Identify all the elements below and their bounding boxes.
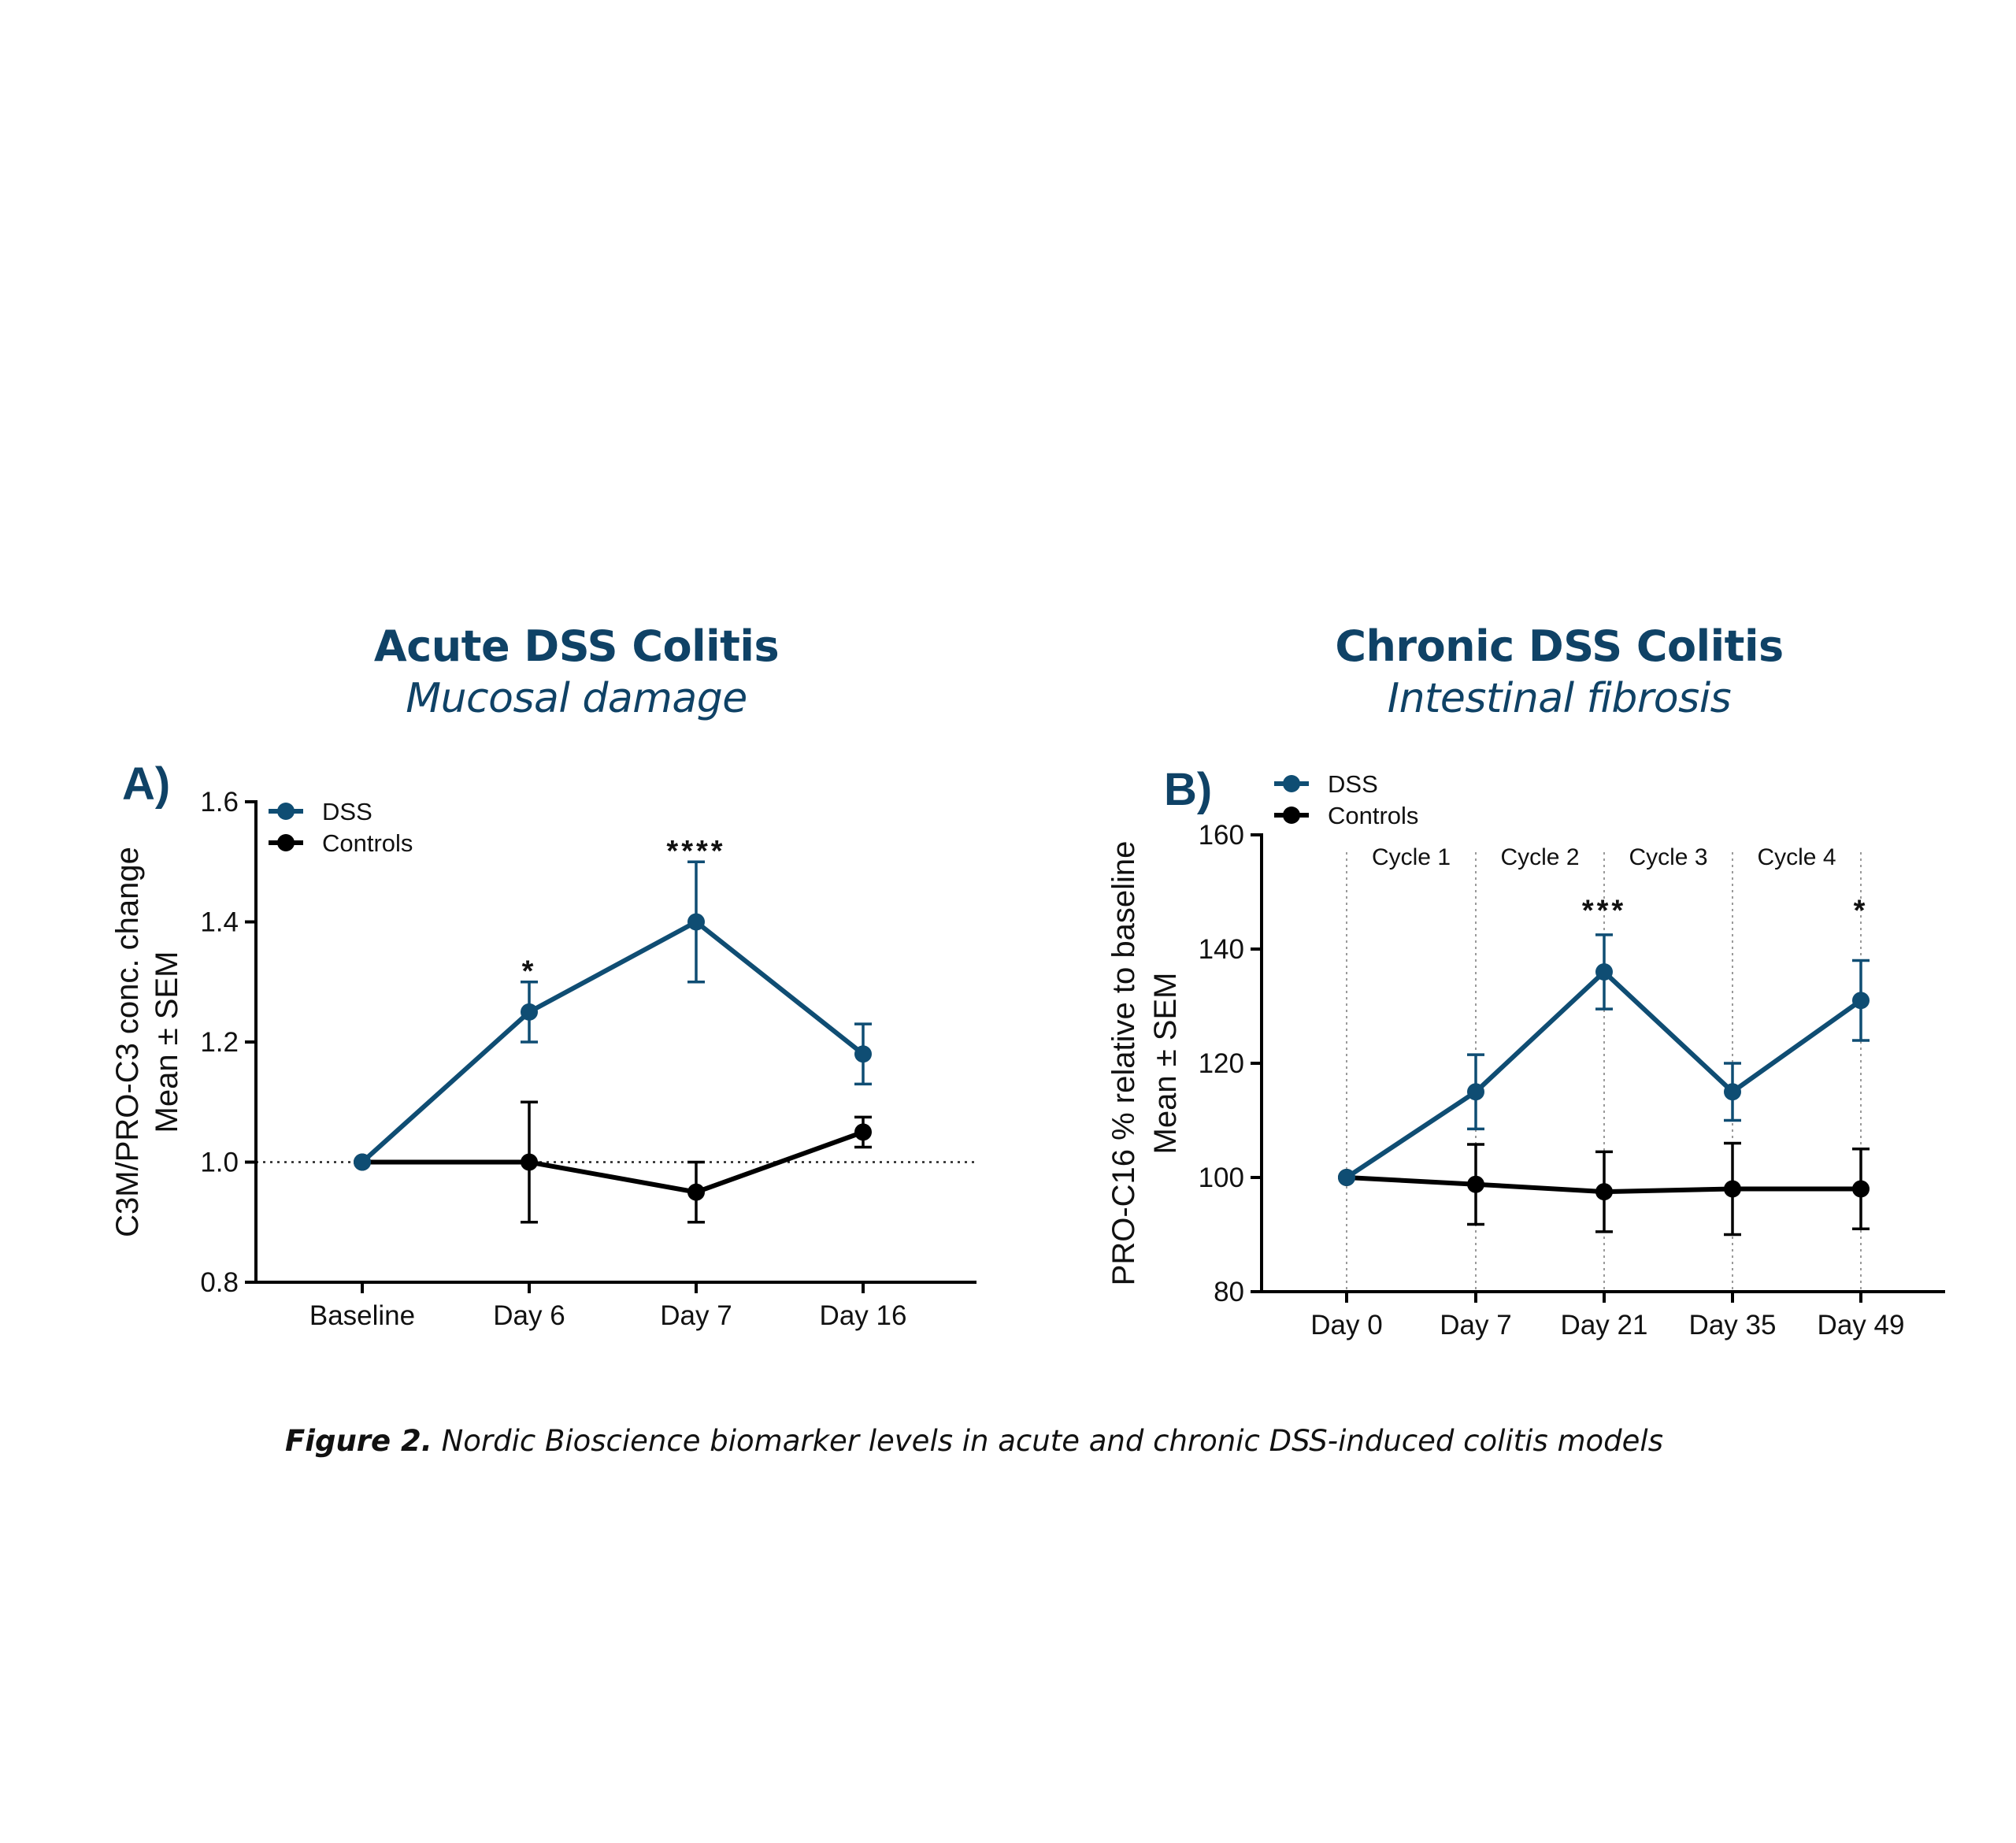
significance-marker: **** — [666, 835, 725, 868]
data-point-dss — [854, 1045, 872, 1063]
legend-label: DSS — [322, 798, 372, 825]
y-tick-label: 1.0 — [200, 1148, 239, 1178]
x-tick-label: Day 0 — [1310, 1310, 1382, 1341]
legend-label: DSS — [1328, 770, 1378, 798]
y-tick-label: 140 — [1199, 934, 1244, 965]
data-point-dss — [1338, 1169, 1355, 1186]
x-tick-label: Baseline — [309, 1300, 415, 1331]
x-tick-label: Day 49 — [1818, 1310, 1905, 1341]
data-point-controls — [687, 1183, 705, 1201]
panel-b-heading: Chronic DSS Colitis Intestinal fibrosis — [1166, 621, 1953, 725]
x-tick-label: Day 7 — [660, 1300, 732, 1331]
x-tick-label: Day 16 — [820, 1300, 907, 1331]
data-point-controls — [1595, 1183, 1613, 1201]
x-tick-label: Day 21 — [1561, 1310, 1648, 1341]
data-point-dss — [1595, 963, 1613, 981]
legend-swatch-marker — [277, 834, 295, 851]
legend-label: Controls — [1328, 802, 1418, 829]
y-tick-label: 1.6 — [200, 787, 239, 818]
figure-caption: Figure 2. Nordic Bioscience biomarker le… — [285, 1424, 1663, 1458]
panel-label: B) — [1164, 764, 1212, 815]
y-axis-label: Mean ± SEM — [150, 951, 184, 1133]
legend-swatch-marker — [1283, 775, 1300, 792]
data-point-controls — [1724, 1180, 1741, 1198]
y-tick-label: 120 — [1199, 1048, 1244, 1079]
x-tick-label: Day 7 — [1440, 1310, 1511, 1341]
data-point-controls — [521, 1153, 538, 1171]
data-point-dss — [687, 913, 705, 931]
panel-a-title: Acute DSS Colitis — [373, 621, 780, 671]
significance-marker: * — [1854, 894, 1869, 927]
cycle-label: Cycle 2 — [1500, 844, 1579, 870]
y-axis-label: C3M/PRO-C3 conc. change — [110, 847, 145, 1237]
caption-lead: Figure 2. — [285, 1424, 432, 1458]
panel-b-subtitle: Intestinal fibrosis — [1387, 675, 1732, 722]
y-axis-label: Mean ± SEM — [1148, 973, 1183, 1155]
panel-label: A) — [122, 758, 170, 810]
y-axis-label: PRO-C16 % relative to baseline — [1106, 841, 1141, 1286]
cycle-label: Cycle 1 — [1372, 844, 1451, 870]
y-tick-label: 160 — [1199, 820, 1244, 851]
data-point-dss — [1852, 992, 1870, 1010]
panel-a-heading: Acute DSS Colitis Mucosal damage — [183, 621, 970, 725]
data-point-controls — [1852, 1180, 1870, 1198]
data-point-dss — [354, 1153, 371, 1171]
data-point-dss — [1467, 1083, 1484, 1101]
data-point-dss — [521, 1003, 538, 1021]
panel-a-subtitle: Mucosal damage — [406, 675, 747, 722]
chart-b: B) Cycle 1 Cycle 2 Cycle 3 Cycle 4 80 100 120 14… — [1106, 764, 1945, 1341]
data-point-dss — [1724, 1083, 1741, 1101]
legend-swatch-marker — [277, 803, 295, 820]
data-point-controls — [1467, 1175, 1484, 1193]
series-line-dss — [360, 919, 865, 1164]
significance-marker: *** — [1582, 894, 1626, 927]
y-tick-label: 80 — [1214, 1277, 1244, 1307]
series-line-controls — [362, 1129, 865, 1195]
legend-label: Controls — [322, 829, 413, 857]
caption-text: Nordic Bioscience biomarker levels in ac… — [432, 1424, 1663, 1458]
panel-b-title: Chronic DSS Colitis — [1335, 621, 1784, 671]
legend-swatch-marker — [1283, 807, 1300, 824]
x-tick-label: Day 35 — [1689, 1310, 1777, 1341]
data-point-controls — [854, 1123, 872, 1141]
y-tick-label: 0.8 — [200, 1267, 239, 1298]
x-tick-label: Day 6 — [493, 1300, 565, 1331]
significance-marker: * — [522, 955, 537, 988]
y-tick-label: 100 — [1199, 1163, 1244, 1193]
y-tick-label: 1.4 — [200, 907, 239, 938]
y-tick-label: 1.2 — [200, 1027, 239, 1058]
chart-a: A) 0.8 1.0 1.2 1.4 1.6 Baseline Day 6 Day 7 Day 1… — [110, 758, 976, 1331]
cycle-label: Cycle 4 — [1757, 844, 1836, 870]
cycle-label: Cycle 3 — [1629, 844, 1707, 870]
